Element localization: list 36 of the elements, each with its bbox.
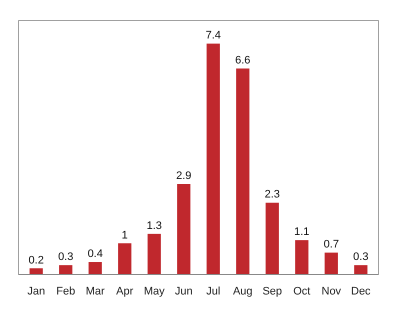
bar xyxy=(59,265,72,274)
x-tick-label: Feb xyxy=(56,286,76,298)
x-tick-label: Dec xyxy=(351,286,372,298)
bar xyxy=(118,243,132,274)
bar xyxy=(206,44,220,274)
x-tick-label: Apr xyxy=(116,286,134,298)
x-tick-label: Aug xyxy=(232,286,253,298)
data-label: 0.3 xyxy=(58,251,74,264)
bar xyxy=(236,68,250,274)
x-tick-label: Oct xyxy=(293,286,310,298)
bar xyxy=(266,202,279,274)
data-label: 1.1 xyxy=(294,226,310,238)
data-label: 1 xyxy=(122,229,128,242)
bar xyxy=(30,268,43,274)
data-label: 7.4 xyxy=(206,30,221,42)
bar xyxy=(177,184,190,274)
bar xyxy=(88,262,102,274)
x-tick-label: Mar xyxy=(86,286,106,298)
x-tick-label: Jul xyxy=(206,286,220,298)
bar xyxy=(295,240,308,274)
bar xyxy=(354,265,368,274)
data-label: 0.3 xyxy=(353,251,368,264)
x-tick-label: Jan xyxy=(27,286,46,298)
x-tick-label: May xyxy=(144,286,166,298)
data-label: 1.3 xyxy=(146,220,162,232)
bar xyxy=(148,234,161,274)
data-label: 2.3 xyxy=(264,188,280,201)
data-label: 2.9 xyxy=(176,170,192,182)
x-tick-label: Nov xyxy=(322,286,342,298)
x-tick-label: Sep xyxy=(262,286,282,298)
data-label: 0.4 xyxy=(88,248,103,260)
data-label: 0.7 xyxy=(324,238,339,251)
bar xyxy=(324,252,338,274)
data-label: 0.2 xyxy=(28,254,44,266)
x-tick-label: Jun xyxy=(174,286,193,298)
data-label: 6.6 xyxy=(235,54,250,67)
